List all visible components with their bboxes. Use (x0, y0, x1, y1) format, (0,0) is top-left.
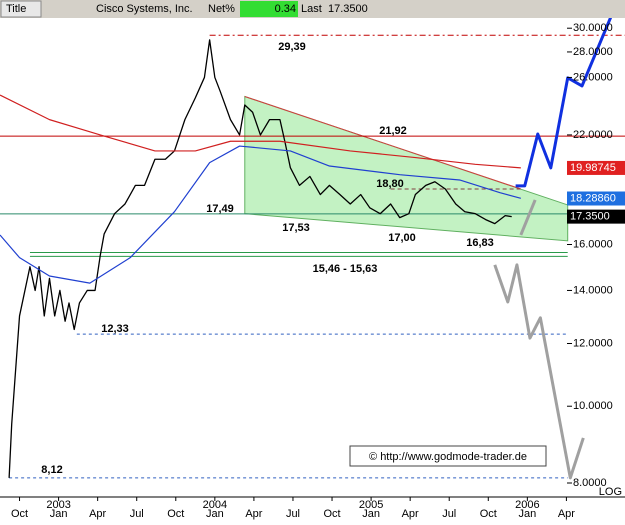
annotation: 8,12 (41, 464, 62, 476)
y-tick-label: 14.0000 (573, 284, 613, 296)
value-badge-label: 19.98745 (570, 162, 616, 174)
y-tick-label: 8.0000 (573, 477, 607, 489)
last-value: 17.3500 (328, 3, 368, 15)
trendline (244, 96, 521, 190)
y-tick-label: 28.0000 (573, 46, 613, 58)
annotation: 29,39 (278, 41, 306, 53)
net-value-box (240, 1, 298, 17)
y-tick-label: 16.0000 (573, 238, 613, 250)
x-tick-label: Apr (558, 508, 575, 520)
watermark-box (349, 445, 547, 467)
x-year-label: 2005 (359, 499, 383, 511)
value-badge (567, 160, 625, 175)
instrument-name: Cisco Systems, Inc. (96, 3, 193, 15)
annotation: 12,33 (101, 323, 129, 335)
annotation: 21,92 (379, 125, 407, 137)
annotation: 17,00 (388, 232, 416, 244)
series-line (493, 263, 585, 480)
value-badge (567, 209, 625, 224)
annotation: 17,49 (206, 203, 234, 215)
x-tick-label: Jan (50, 508, 68, 520)
x-tick-label: Jul (286, 508, 300, 520)
series-line (519, 199, 537, 236)
title-tab-box[interactable] (0, 0, 42, 18)
value-badge (567, 191, 625, 206)
annotation: 18,80 (376, 178, 404, 190)
net-value: 0.34 (275, 3, 296, 15)
series-line (8, 39, 512, 478)
x-tick-label: Oct (480, 508, 497, 520)
scale-label: LOG (599, 486, 622, 498)
x-tick-label: Apr (245, 508, 262, 520)
series-line (0, 145, 521, 284)
header-bar (0, 0, 625, 18)
series-line (515, 4, 618, 188)
x-tick-label: Jan (206, 508, 224, 520)
annotation: 16,83 (466, 237, 494, 249)
y-tick-label: 22.0000 (573, 129, 613, 141)
y-tick-label: 30.0000 (573, 22, 613, 34)
x-tick-label: Apr (89, 508, 106, 520)
series-line (0, 94, 521, 169)
last-label: Last (301, 3, 322, 15)
x-year-label: 2003 (46, 499, 70, 511)
value-badge-label: 18.28860 (570, 192, 616, 204)
watermark: © http://www.godmode-trader.de (369, 451, 527, 463)
value-badge-label: 17.3500 (570, 211, 610, 223)
x-tick-label: Apr (402, 508, 419, 520)
annotation: 15,46 - 15,63 (313, 263, 378, 275)
x-tick-label: Oct (323, 508, 340, 520)
x-tick-label: Jul (442, 508, 456, 520)
net-label: Net% (208, 3, 235, 15)
annotation: 17,53 (282, 222, 310, 234)
x-tick-label: Jul (130, 508, 144, 520)
title-tab[interactable]: Title (6, 3, 26, 15)
y-tick-label: 10.0000 (573, 400, 613, 412)
x-tick-label: Oct (11, 508, 28, 520)
x-tick-label: Jan (362, 508, 380, 520)
x-tick-label: Jan (518, 508, 536, 520)
x-year-label: 2006 (515, 499, 539, 511)
x-tick-label: Oct (167, 508, 184, 520)
y-tick-label: 12.0000 (573, 337, 613, 349)
x-year-label: 2004 (203, 499, 227, 511)
y-tick-label: 26.0000 (573, 71, 613, 83)
